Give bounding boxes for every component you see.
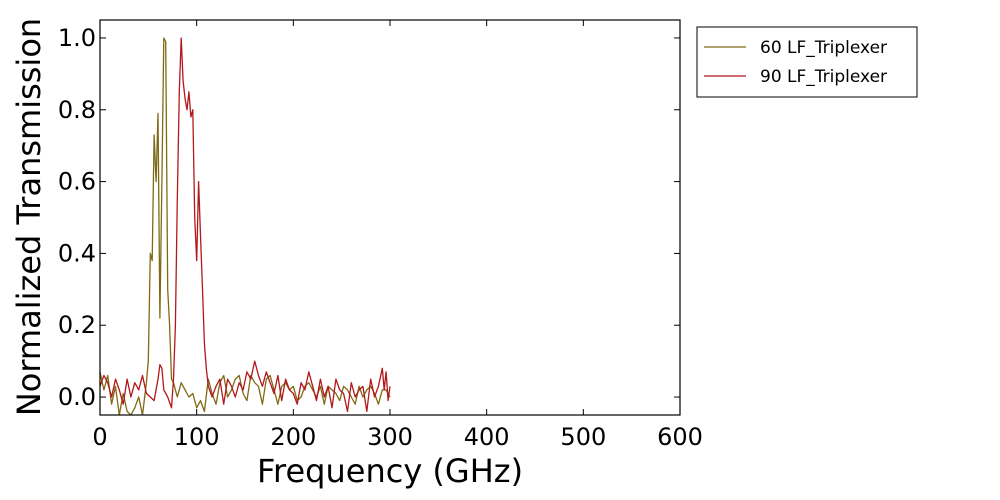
legend-box (696, 26, 918, 98)
series-line-60-lf-triplexer (100, 37, 391, 415)
x-tick-label: 0 (92, 423, 107, 451)
x-axis-title: Frequency (GHz) (257, 452, 523, 490)
legend-label-90-lf-triplexer: 90 LF_Triplexer (760, 67, 887, 87)
x-tick-label: 100 (174, 423, 220, 451)
x-tick-label: 600 (657, 423, 703, 451)
x-tick-label: 500 (560, 423, 606, 451)
legend-label-60-lf-triplexer: 60 LF_Triplexer (760, 38, 887, 58)
y-tick-label: 0.2 (58, 311, 96, 339)
y-tick-label: 0.0 (58, 383, 96, 411)
plot-area-frame (99, 19, 681, 416)
series-line-90-lf-triplexer (100, 37, 391, 413)
y-tick-label: 0.4 (58, 239, 96, 267)
y-axis-title: Normalized Transmission (10, 18, 48, 416)
x-tick-label: 300 (367, 423, 413, 451)
x-tick-label: 400 (464, 423, 510, 451)
y-tick-label: 0.6 (58, 168, 96, 196)
series-layer (100, 37, 391, 415)
legend: 60 LF_Triplexer 90 LF_Triplexer (696, 26, 918, 98)
x-tick-label: 200 (270, 423, 316, 451)
ticks-layer (99, 20, 681, 415)
tick-labels-layer: 0 100 200 300 400 500 600 0.0 0.2 0.4 0.6 0.8 1.0 (58, 24, 703, 451)
y-tick-label: 0.8 (58, 96, 96, 124)
y-tick-label: 1.0 (58, 24, 96, 52)
